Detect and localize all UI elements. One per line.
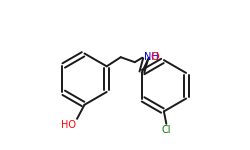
Text: O: O (150, 52, 159, 62)
Text: NH: NH (144, 52, 159, 62)
Text: HO: HO (61, 120, 76, 130)
Text: Cl: Cl (162, 125, 171, 135)
